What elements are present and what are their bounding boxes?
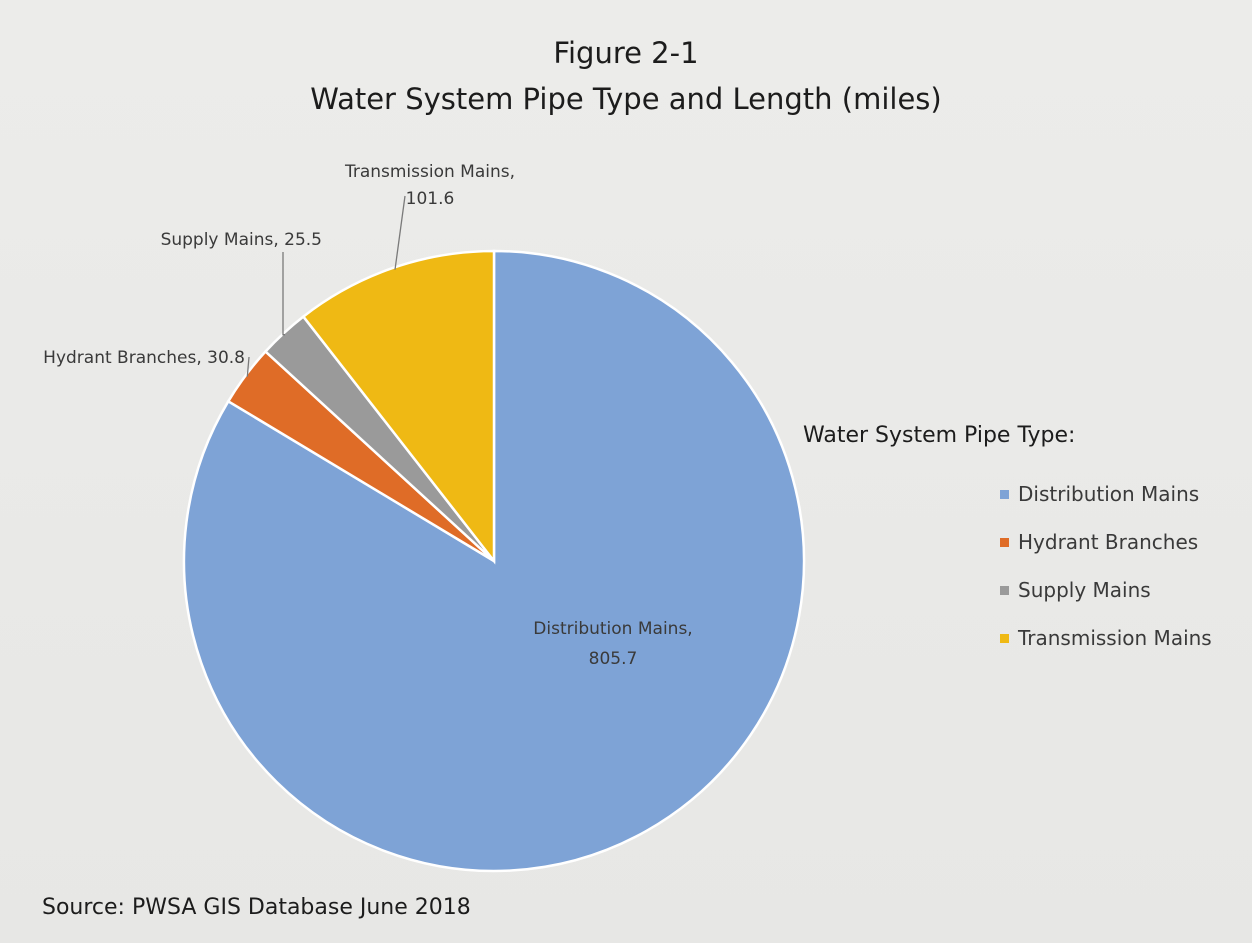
leader-line-supply-mains <box>282 252 285 336</box>
legend-item-hydrant-branches: Hydrant Branches <box>1000 518 1243 566</box>
legend-swatch-supply-mains <box>1000 585 1009 595</box>
legend-label-supply-mains: Supply Mains <box>1018 578 1151 602</box>
data-label-line-1: Distribution Mains, <box>533 619 692 639</box>
legend-swatch-hydrant-branches <box>1000 537 1009 547</box>
figure-number: Figure 2-1 <box>553 36 699 70</box>
legend-item-transmission-mains: Transmission Mains <box>1000 614 1243 662</box>
data-label-supply-mains: Supply Mains, 25.5 <box>161 230 322 250</box>
data-label-transmission-mains: Transmission Mains, 101.6 <box>344 162 515 209</box>
legend-label-transmission-mains: Transmission Mains <box>1018 626 1212 650</box>
leader-line-hydrant-branches <box>246 356 250 377</box>
data-label-line-1: Hydrant Branches, 30.8 <box>43 348 245 368</box>
data-label-hydrant-branches: Hydrant Branches, 30.8 <box>43 348 245 368</box>
legend-item-supply-mains: Supply Mains <box>1000 566 1243 614</box>
data-label-line-1: Supply Mains, 25.5 <box>161 230 322 250</box>
pie-slice-transmission-mains <box>301 249 496 565</box>
data-label-line-2: 101.6 <box>406 189 455 209</box>
data-label-line-2: 805.7 <box>589 649 638 669</box>
leader-line-transmission-mains <box>394 195 406 270</box>
legend-title: Water System Pipe Type: <box>803 423 1076 448</box>
legend: Water System Pipe Type: Distribution Mai… <box>803 423 1243 662</box>
data-label-distribution-mains: Distribution Mains, 805.7 <box>533 619 692 669</box>
legend-label-distribution-mains: Distribution Mains <box>1018 482 1200 506</box>
legend-item-distribution-mains: Distribution Mains <box>1000 470 1243 518</box>
legend-label-hydrant-branches: Hydrant Branches <box>1018 530 1199 554</box>
legend-swatch-transmission-mains <box>1000 633 1009 643</box>
legend-list: Distribution Mains Hydrant Branches Supp… <box>1000 470 1243 662</box>
legend-swatch-distribution-mains <box>1000 489 1009 499</box>
data-label-line-1: Transmission Mains, <box>344 162 515 182</box>
source-note: Source: PWSA GIS Database June 2018 <box>42 895 471 920</box>
chart-title: Water System Pipe Type and Length (miles… <box>310 82 942 116</box>
